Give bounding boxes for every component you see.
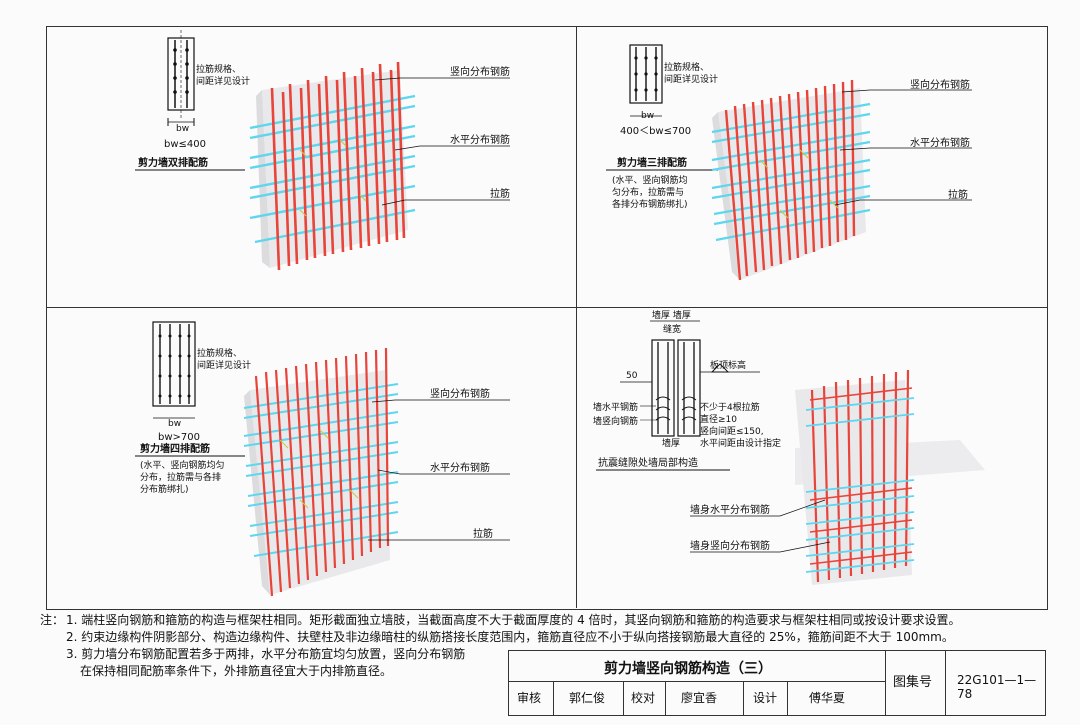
condition-label: bw≤400 xyxy=(164,139,206,150)
top-labels: 墙厚 墙厚 xyxy=(652,309,691,321)
reviewer-name: 郭仁俊 xyxy=(569,691,606,705)
slab-label: 板顶标高 xyxy=(710,359,746,371)
callout-vertical-rebar: 竖向分布钢筋 xyxy=(430,387,490,400)
panel-note: (水平、竖向钢筋均匀分布，拉筋需与各排分布筋绑扎) xyxy=(140,459,225,495)
callout-vertical-rebar: 竖向分布钢筋 xyxy=(910,78,970,91)
rebar-model-double xyxy=(249,61,416,271)
note-2: 2. 约束边缘构件阴影部分、构造边缘构件、扶壁柱及非边缘暗柱的纵筋搭接长度范围内… xyxy=(66,630,954,644)
panel-title: 剪力墙四排配筋 xyxy=(140,442,210,455)
notes-prefix: 注： xyxy=(40,613,65,627)
callout-tie: 拉筋 xyxy=(490,187,510,200)
callout-tie: 拉筋 xyxy=(948,188,968,201)
panel-seismic-joint: 墙厚 墙厚 缝宽 50 板顶标高 墙水平钢筋 墙竖向钢筋 不少于4根拉筋直径≥1… xyxy=(593,309,985,585)
note-3b: 在保持相同配筋率条件下，外排筋直径宜大于内排筋直径。 xyxy=(80,664,393,678)
dim-50: 50 xyxy=(626,371,638,381)
gap-label: 缝宽 xyxy=(663,323,681,335)
detail-label-2: 拉筋规格、间距详见设计 xyxy=(664,61,718,85)
callout-tie: 拉筋 xyxy=(473,527,493,540)
tie-note: 不少于4根拉筋直径≥10 竖向间距≤150,水平间距由设计指定 xyxy=(700,401,781,449)
callout-horizontal-rebar: 水平分布钢筋 xyxy=(910,136,970,149)
callout-horizontal-rebar: 墙身水平分布钢筋 xyxy=(690,503,770,516)
frame-divider-horizontal xyxy=(46,307,1047,308)
design-label: 设计 xyxy=(753,691,778,705)
section-detail-1: bw bw≤400 剪力墙双排配筋 拉筋规格、间距详见设计 xyxy=(135,30,250,171)
rebar-model-quadruple xyxy=(243,347,399,597)
note-1: 1. 端柱竖向钢筋和箍筋的构造与框架柱相同。矩形截面独立墙肢，当截面高度不大于截… xyxy=(66,613,961,627)
frame-divider-vertical xyxy=(576,26,577,608)
panel-double-layer: bw bw≤400 剪力墙双排配筋 拉筋规格、间距详见设计 xyxy=(135,30,510,271)
callout-vertical-rebar: 竖向分布钢筋 xyxy=(450,65,510,78)
width-label: bw xyxy=(168,419,181,429)
note-3a: 3. 剪力墙分布钢筋配置若多于两排，水平分布筋宜均匀放置，竖向分布钢筋 xyxy=(66,647,466,661)
detail-label-1: 拉筋规格、间距详见设计 xyxy=(196,63,250,87)
drawing-frame xyxy=(46,26,1048,610)
width-label: bw xyxy=(176,124,189,134)
drawing-title: 剪力墙竖向钢筋构造（三） xyxy=(604,661,772,677)
wall-vertical-label: 墙竖向钢筋 xyxy=(593,415,638,427)
width-label: bw xyxy=(641,111,654,121)
section-detail-4: 墙厚 墙厚 缝宽 50 板顶标高 墙水平钢筋 墙竖向钢筋 不少于4根拉筋直径≥1… xyxy=(593,309,781,471)
bottom-wall-label: 墙厚 xyxy=(662,437,680,449)
wall-horizontal-label: 墙水平钢筋 xyxy=(593,401,638,413)
condition-label: 400＜bw≤700 xyxy=(620,126,691,137)
panel-title: 抗震缝隙处墙局部构造 xyxy=(598,456,698,469)
condition-label: bw>700 xyxy=(158,432,200,443)
detail-label-3: 拉筋规格、间距详见设计 xyxy=(197,347,251,371)
designer-name: 傅华夏 xyxy=(809,691,846,705)
rebar-model-joint xyxy=(795,369,985,585)
atlas-label: 图集号 xyxy=(893,675,933,690)
panel-title: 剪力墙双排配筋 xyxy=(138,156,208,169)
panel-title: 剪力墙三排配筋 xyxy=(617,156,687,169)
panel-triple-layer: bw 400＜bw≤700 剪力墙三排配筋 (水平、竖向钢筋均匀分布，拉筋需与各… xyxy=(606,44,972,281)
title-block: 剪力墙竖向钢筋构造（三） 图集号 22G101—1—78 审核 郭仁俊 校对 廖… xyxy=(508,650,1046,716)
rebar-model-triple xyxy=(711,79,871,281)
section-detail-2: bw 400＜bw≤700 剪力墙三排配筋 (水平、竖向钢筋均匀分布，拉筋需与各… xyxy=(606,44,718,210)
section-detail-3: bw bw>700 剪力墙四排配筋 (水平、竖向钢筋均匀分布，拉筋需与各排分布筋… xyxy=(135,321,251,495)
atlas-number: 22G101—1—78 xyxy=(957,673,1037,701)
callout-horizontal-rebar: 水平分布钢筋 xyxy=(450,133,510,146)
callout-horizontal-rebar: 水平分布钢筋 xyxy=(430,461,490,474)
panel-note: (水平、竖向钢筋均匀分布，拉筋需与各排分布钢筋绑扎) xyxy=(612,174,688,210)
callout-vertical-rebar: 墙身竖向分布钢筋 xyxy=(690,539,770,552)
check-label: 校对 xyxy=(631,691,656,705)
panel-quadruple-layer: bw bw>700 剪力墙四排配筋 (水平、竖向钢筋均匀分布，拉筋需与各排分布筋… xyxy=(135,321,510,597)
review-label: 审核 xyxy=(517,691,542,705)
checker-name: 廖宜香 xyxy=(681,691,718,705)
